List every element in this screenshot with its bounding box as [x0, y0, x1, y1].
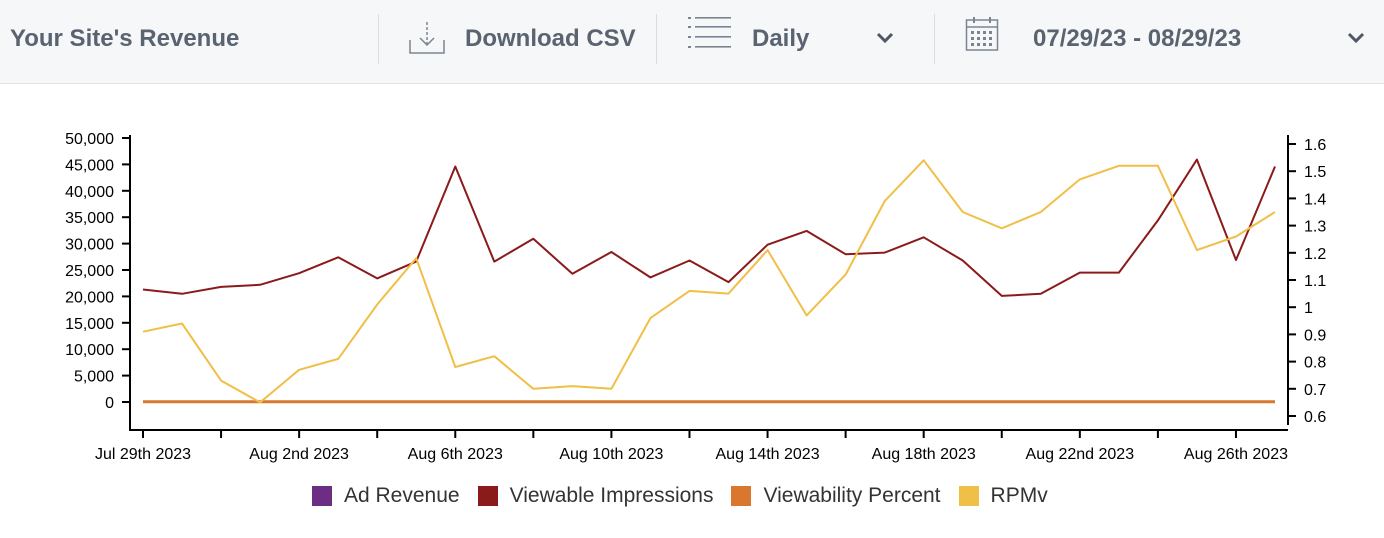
- legend-swatch: [731, 486, 752, 506]
- left-axis-tick-label: 5,000: [74, 369, 114, 386]
- left-axis-tick-label: 50,000: [65, 131, 114, 148]
- x-axis-tick-label: Jul 29th 2023: [95, 446, 191, 463]
- x-axis-tick-label: Aug 2nd 2023: [249, 446, 349, 463]
- revenue-toolbar: Your Site's Revenue Download CSV Daily: [0, 0, 1384, 84]
- legend-item-viewability-percent[interactable]: Viewability Percent: [731, 484, 941, 508]
- left-axis-tick-label: 20,000: [65, 289, 114, 306]
- chart-legend: Ad Revenue Viewable Impressions Viewabil…: [312, 481, 1048, 511]
- x-axis-tick-label: Aug 14th 2023: [716, 446, 820, 463]
- legend-item-viewable-impressions[interactable]: Viewable Impressions: [477, 484, 714, 508]
- legend-swatch: [958, 486, 979, 506]
- left-axis-tick-label: 15,000: [65, 316, 114, 333]
- x-axis-tick-label: Aug 18th 2023: [872, 446, 976, 463]
- x-axis-tick-label: Aug 22nd 2023: [1026, 446, 1135, 463]
- list-icon: [688, 17, 731, 48]
- right-axis-tick-label: 0.8: [1304, 355, 1326, 372]
- x-axis-tick-label: Aug 26th 2023: [1184, 446, 1288, 463]
- series-line-rpmv: [142, 159, 1276, 404]
- right-axis-tick-label: 1.6: [1304, 137, 1326, 154]
- legend-label: Viewability Percent: [763, 484, 941, 507]
- left-axis-tick-label: 0: [105, 395, 114, 412]
- right-axis-tick-label: 1.3: [1304, 219, 1326, 236]
- chevron-down-icon: [876, 32, 894, 44]
- right-axis-tick-label: 1.4: [1304, 191, 1326, 208]
- download-csv-label: Download CSV: [465, 25, 636, 52]
- interval-value: Daily: [752, 25, 810, 52]
- legend-label: Viewable Impressions: [509, 484, 714, 507]
- right-axis-tick-label: 0.9: [1304, 327, 1326, 344]
- right-axis-tick-label: 1: [1304, 300, 1313, 317]
- legend-label: Ad Revenue: [344, 484, 460, 507]
- left-axis-tick-label: 35,000: [65, 210, 114, 227]
- x-axis-tick-label: Aug 6th 2023: [408, 446, 503, 463]
- right-axis-tick-label: 1.2: [1304, 246, 1326, 263]
- toolbar-divider: [656, 14, 657, 64]
- legend-swatch: [477, 486, 498, 506]
- left-axis-tick-label: 40,000: [65, 184, 114, 201]
- toolbar-divider: [378, 14, 379, 64]
- series-line-viewable-impressions: [142, 158, 1276, 297]
- chevron-down-icon: [1347, 32, 1365, 44]
- revenue-line-chart: 0 5,000 10,000 15,000 20,000 25,000 30,000 35,0…: [65, 131, 1326, 463]
- left-axis-tick-label: 10,000: [65, 342, 114, 359]
- right-axis-tick-label: 0.6: [1304, 409, 1326, 426]
- download-csv-button[interactable]: Download CSV: [400, 0, 640, 78]
- right-axis-tick-label: 0.7: [1304, 382, 1326, 399]
- legend-label: RPMv: [990, 484, 1048, 507]
- download-icon: [409, 22, 445, 54]
- calendar-icon: [965, 17, 999, 51]
- page-title: Your Site's Revenue: [10, 25, 240, 52]
- left-axis-tick-label: 25,000: [65, 263, 114, 280]
- legend-swatch: [312, 486, 332, 506]
- x-axis-tick-label: Aug 10th 2023: [559, 446, 663, 463]
- right-axis-tick-label: 1.1: [1304, 273, 1326, 290]
- date-range-value: 07/29/23 - 08/29/23: [1033, 25, 1242, 52]
- left-axis-tick-label: 45,000: [65, 157, 114, 174]
- legend-item-rpmv[interactable]: RPMv: [958, 484, 1048, 508]
- right-axis-tick-label: 1.5: [1304, 164, 1326, 181]
- date-range-picker[interactable]: 07/29/23 - 08/29/23: [955, 0, 1375, 78]
- toolbar-divider: [934, 14, 935, 64]
- interval-select[interactable]: Daily: [680, 0, 912, 78]
- left-axis-tick-label: 30,000: [65, 237, 114, 254]
- legend-item-ad-revenue[interactable]: Ad Revenue: [312, 484, 460, 508]
